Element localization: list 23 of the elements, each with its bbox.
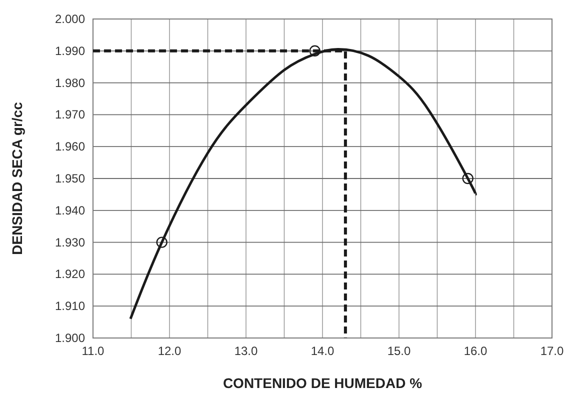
y-axis-title: DENSIDAD SECA gr/cc — [9, 102, 25, 255]
y-tick-label: 1.950 — [54, 172, 86, 186]
y-tick-label: 1.960 — [54, 140, 86, 154]
x-tick-label: 12.0 — [158, 344, 182, 358]
x-tick-label: 11.0 — [82, 344, 105, 358]
y-tick-label: 2.000 — [54, 12, 86, 26]
y-tick-label: 1.990 — [54, 44, 86, 58]
y-tick-label: 1.910 — [54, 299, 86, 314]
y-tick-label: 1.930 — [54, 235, 86, 250]
point — [309, 45, 320, 56]
x-axis-title: CONTENIDO DE HUMEDAD % — [222, 375, 423, 391]
point — [156, 236, 168, 248]
x-tick-label: 17.0 — [540, 344, 564, 358]
x-tick-label: 15.0 — [387, 344, 411, 358]
y-tick-label: 1.970 — [54, 108, 86, 122]
y-tick-label: 1.920 — [54, 267, 86, 282]
x-tick-label: 13.0 — [234, 344, 258, 358]
point — [462, 172, 474, 184]
y-tick-label: 1.940 — [54, 203, 86, 218]
y-tick-label: 1.900 — [54, 331, 86, 345]
x-tick-label: 14.0 — [310, 344, 334, 358]
x-tick-label: 16.0 — [464, 344, 488, 358]
y-tick-label: 1.980 — [54, 76, 86, 90]
